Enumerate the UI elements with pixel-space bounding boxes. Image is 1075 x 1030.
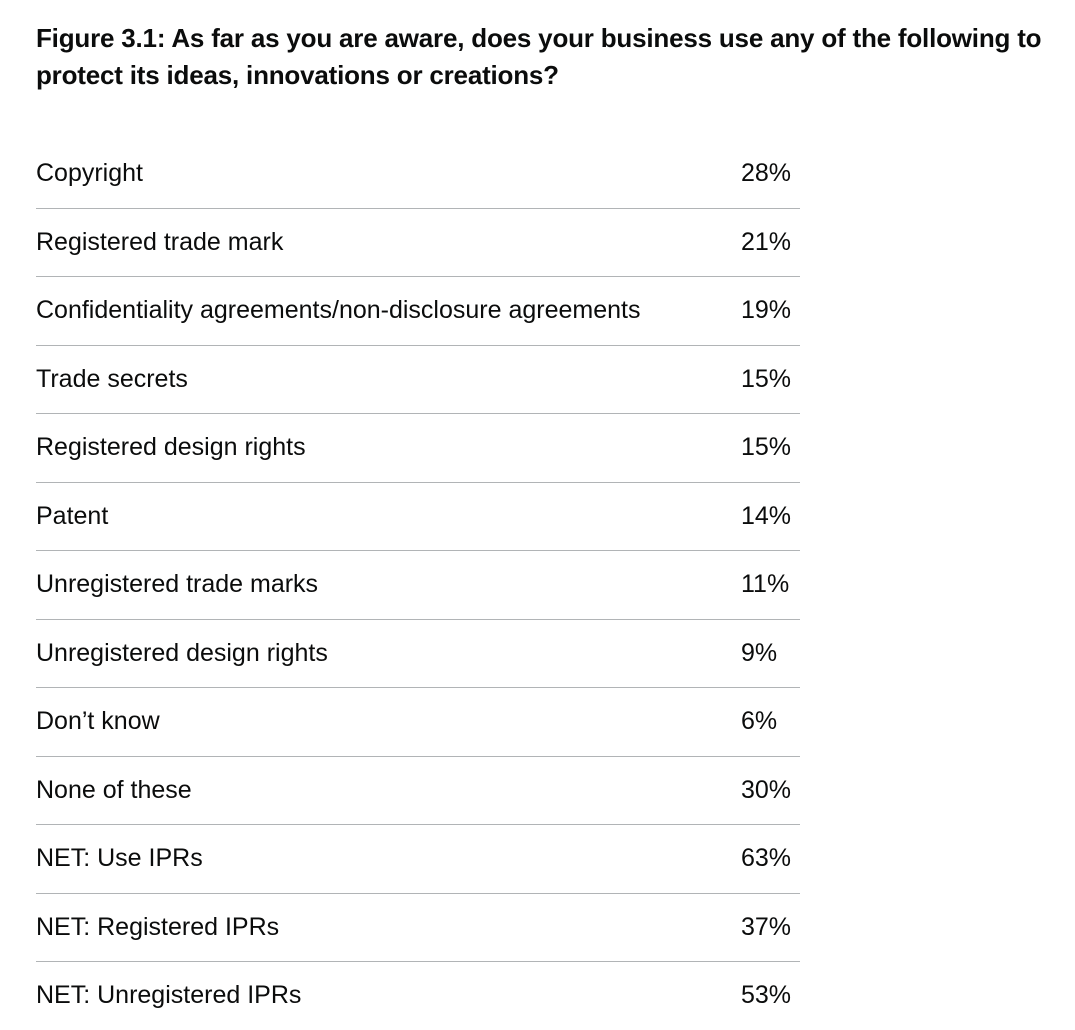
row-label: Unregistered trade marks <box>36 550 741 620</box>
table-row: NET: Unregistered IPRs 53% <box>36 962 800 1030</box>
figure-title: Figure 3.1: As far as you are aware, doe… <box>36 23 1042 90</box>
table-row: NET: Registered IPRs 37% <box>36 893 800 962</box>
table-row: NET: Use IPRs 63% <box>36 824 800 894</box>
table-row: Confidentiality agreements/non-disclosur… <box>36 276 800 346</box>
table-row: Registered trade mark 21% <box>36 208 800 277</box>
data-table: Copyright 28% Registered trade mark 21% Conf… <box>36 140 800 1030</box>
row-value: 14% <box>741 482 800 551</box>
row-value: 15% <box>741 345 800 414</box>
table-row: Trade secrets 15% <box>36 345 800 414</box>
row-label: NET: Registered IPRs <box>36 893 741 962</box>
row-value: 11% <box>741 550 800 620</box>
row-label: Trade secrets <box>36 345 741 414</box>
row-value: 15% <box>741 413 800 483</box>
row-label: Patent <box>36 482 741 551</box>
row-label: Unregistered design rights <box>36 619 741 688</box>
row-value: 53% <box>741 981 792 1010</box>
row-label: None of these <box>36 756 741 825</box>
table-row: Patent 14% <box>36 482 800 551</box>
row-value: 30% <box>741 756 800 825</box>
row-label: Registered design rights <box>36 413 741 483</box>
row-value: 37% <box>741 893 800 962</box>
row-value: 63% <box>741 824 800 894</box>
row-label: Confidentiality agreements/non-disclosur… <box>36 276 741 346</box>
table-row: Unregistered trade marks 11% <box>36 550 800 620</box>
table-row: None of these 30% <box>36 756 800 825</box>
row-value: 28% <box>741 140 800 209</box>
row-label: Don’t know <box>36 687 741 757</box>
table-body: Copyright 28% Registered trade mark 21% Conf… <box>36 140 800 1030</box>
table-row: Unregistered design rights 9% <box>36 619 800 688</box>
row-value: 6% <box>741 687 800 757</box>
row-value: 19% <box>741 276 800 346</box>
row-value: 9% <box>741 619 800 688</box>
row-label: Registered trade mark <box>36 208 741 277</box>
row-label: NET: Use IPRs <box>36 824 741 894</box>
row-label: Copyright <box>36 140 741 209</box>
table-row: Don’t know 6% <box>36 687 800 757</box>
table-row: Registered design rights 15% <box>36 413 800 483</box>
table-row: Copyright 28% <box>36 140 800 209</box>
row-value: 21% <box>741 208 800 277</box>
row-label: NET: Unregistered IPRs <box>36 981 302 1010</box>
